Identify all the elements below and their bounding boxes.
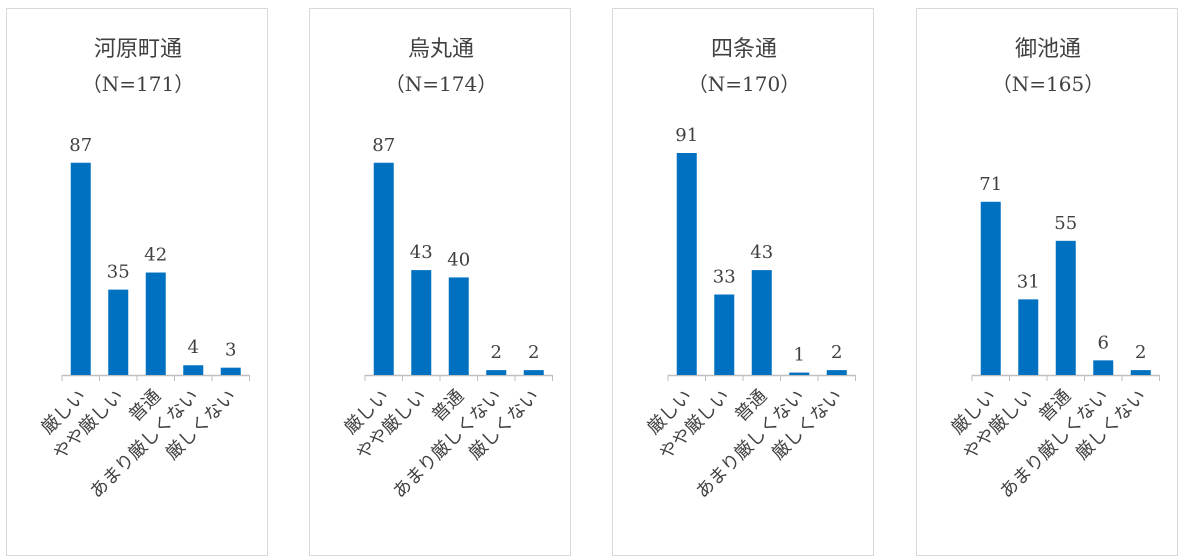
data-label: 6	[1098, 332, 1109, 353]
bar	[448, 277, 469, 375]
data-label: 71	[979, 174, 1002, 195]
chart-title: 河原町通	[94, 37, 182, 62]
bar	[486, 370, 507, 375]
data-label: 33	[713, 266, 736, 287]
chart-panel-karasuma: 烏丸通 （N=174） 87 厳しい 43 やや厳しい 40 普通 2 あまり厳しくない 2 厳しくな…	[309, 8, 571, 556]
data-label: 35	[107, 262, 130, 283]
data-label: 87	[372, 135, 395, 156]
data-label: 31	[1017, 271, 1040, 292]
data-label: 1	[794, 345, 805, 366]
bar	[714, 294, 735, 375]
chart-title: 四条通	[711, 37, 777, 62]
data-label: 2	[831, 342, 842, 363]
data-label: 43	[750, 242, 773, 263]
chart-title: 御池通	[1015, 37, 1081, 62]
bar	[676, 153, 697, 375]
bar	[826, 370, 847, 375]
chart-panel-oike: 御池通 （N=165） 71 厳しい 31 やや厳しい 55 普通 6 あまり厳しくない 2 厳しくな…	[916, 8, 1178, 556]
bar	[145, 272, 166, 375]
data-label: 55	[1054, 213, 1077, 234]
bar	[789, 372, 810, 375]
data-label: 3	[225, 340, 236, 361]
bar-chart: 烏丸通（N=174）87厳しい43やや厳しい40普通2あまり厳しくない2厳しくな…	[340, 37, 553, 502]
bar	[1093, 360, 1114, 375]
chart-subtitle: （N=170）	[688, 72, 800, 96]
bar	[1055, 240, 1076, 375]
chart-subtitle: （N=165）	[992, 72, 1104, 96]
bar	[220, 367, 241, 375]
bar	[411, 270, 432, 375]
data-label: 4	[188, 337, 199, 358]
bar	[373, 162, 394, 375]
chart-panel-kawaramachi: 河原町通 （N=171） 87 厳しい 35 やや厳しい 42 普通 4 あまり厳しくない 3 厳しく…	[6, 8, 268, 556]
data-label: 42	[144, 245, 167, 266]
chart-subtitle: （N=174）	[385, 72, 497, 96]
bar	[751, 270, 772, 375]
data-label: 43	[410, 242, 433, 263]
data-label: 40	[447, 249, 470, 270]
chart-panel-shijo: 四条通 （N=170） 91 厳しい 33 やや厳しい 43 普通 1 あまり厳しくない 2 厳しくな…	[612, 8, 874, 556]
bar-chart: 四条通（N=170）91厳しい33やや厳しい43普通1あまり厳しくない2厳しくな…	[643, 37, 856, 502]
data-label: 2	[528, 342, 539, 363]
bar	[108, 289, 129, 375]
data-label: 2	[1135, 342, 1146, 363]
bar-chart: 河原町通（N=171）87厳しい35やや厳しい42普通4あまり厳しくない3厳しく…	[37, 37, 250, 502]
data-label: 2	[491, 342, 502, 363]
bar	[183, 365, 204, 375]
bar	[980, 201, 1001, 375]
bar	[70, 162, 91, 375]
chart-title: 烏丸通	[408, 37, 474, 62]
data-label: 87	[69, 135, 92, 156]
bar-chart: 御池通（N=165）71厳しい31やや厳しい55普通6あまり厳しくない2厳しくな…	[947, 37, 1160, 502]
bar	[1130, 370, 1151, 375]
bar	[1018, 299, 1039, 375]
bar	[523, 370, 544, 375]
data-label: 91	[675, 125, 698, 146]
chart-subtitle: （N=171）	[82, 72, 194, 96]
